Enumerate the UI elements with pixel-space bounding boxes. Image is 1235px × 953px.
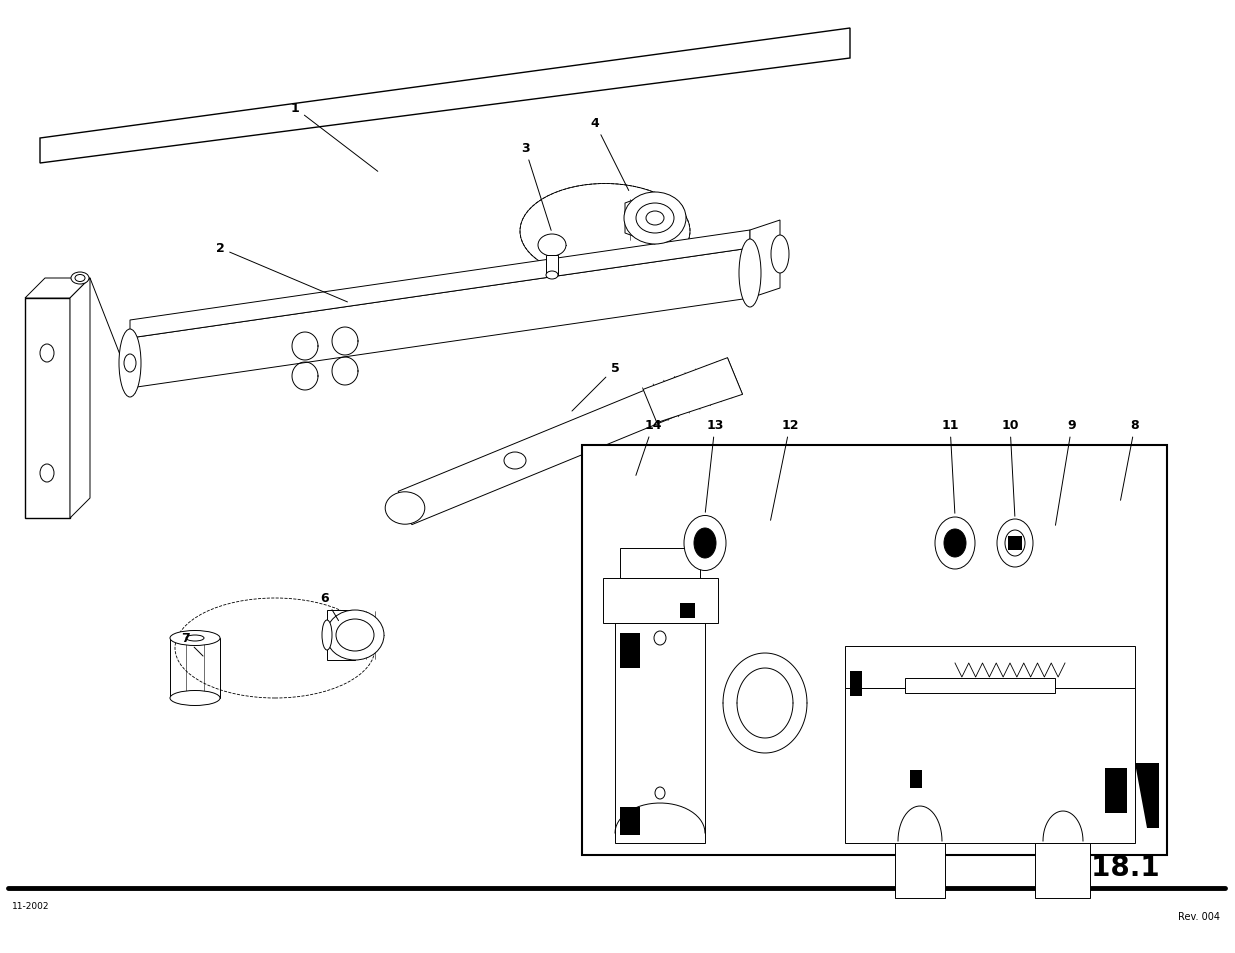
- Text: 8: 8: [1120, 419, 1140, 500]
- Ellipse shape: [739, 240, 761, 308]
- Bar: [620, 548, 700, 578]
- Text: 10: 10: [1002, 419, 1019, 517]
- Ellipse shape: [322, 620, 332, 650]
- Polygon shape: [546, 255, 558, 275]
- Ellipse shape: [997, 519, 1032, 567]
- Polygon shape: [130, 231, 750, 338]
- Ellipse shape: [70, 273, 89, 285]
- Ellipse shape: [40, 464, 54, 482]
- Text: 2: 2: [216, 242, 347, 303]
- Text: 11.18.1: 11.18.1: [1042, 853, 1160, 882]
- Bar: [910, 770, 923, 788]
- Ellipse shape: [170, 691, 220, 706]
- Text: 5: 5: [572, 362, 620, 412]
- Polygon shape: [398, 377, 692, 525]
- Ellipse shape: [336, 619, 374, 651]
- Ellipse shape: [75, 275, 85, 282]
- Ellipse shape: [186, 636, 204, 641]
- Ellipse shape: [944, 530, 966, 558]
- Text: 6: 6: [321, 592, 338, 621]
- Polygon shape: [1135, 763, 1158, 828]
- Ellipse shape: [684, 516, 726, 571]
- Bar: [1105, 768, 1128, 813]
- Text: 9: 9: [1056, 419, 1077, 526]
- Ellipse shape: [170, 631, 220, 646]
- Ellipse shape: [1005, 531, 1025, 557]
- Bar: [603, 578, 718, 623]
- Bar: [680, 603, 695, 618]
- Ellipse shape: [119, 330, 141, 397]
- Polygon shape: [625, 193, 655, 245]
- Text: 1: 1: [290, 102, 378, 172]
- Bar: [895, 843, 945, 898]
- Polygon shape: [750, 221, 781, 298]
- Text: 14: 14: [636, 419, 662, 476]
- Text: 4: 4: [590, 117, 629, 192]
- Ellipse shape: [771, 235, 789, 274]
- Bar: [620, 634, 640, 668]
- Text: 7: 7: [180, 632, 203, 657]
- Polygon shape: [327, 610, 354, 660]
- Ellipse shape: [326, 610, 384, 660]
- Bar: [845, 646, 1135, 688]
- Polygon shape: [130, 249, 750, 389]
- Ellipse shape: [636, 204, 674, 233]
- Ellipse shape: [124, 355, 136, 373]
- Ellipse shape: [40, 345, 54, 363]
- Bar: [845, 688, 1135, 843]
- Text: Rev. 004: Rev. 004: [1178, 911, 1220, 921]
- Ellipse shape: [385, 493, 425, 525]
- Bar: [615, 623, 705, 843]
- Ellipse shape: [546, 272, 558, 280]
- Bar: [1008, 537, 1023, 551]
- Bar: [905, 679, 1055, 693]
- Ellipse shape: [694, 529, 716, 558]
- Ellipse shape: [504, 453, 526, 470]
- Bar: [582, 446, 1167, 855]
- Polygon shape: [70, 278, 90, 518]
- Ellipse shape: [538, 234, 566, 256]
- Ellipse shape: [646, 212, 664, 226]
- Ellipse shape: [935, 517, 974, 569]
- Bar: [850, 671, 862, 697]
- Text: 11-2002: 11-2002: [12, 901, 49, 910]
- Polygon shape: [643, 358, 742, 423]
- Text: 13: 13: [705, 419, 724, 513]
- Ellipse shape: [655, 787, 664, 800]
- Polygon shape: [25, 278, 90, 298]
- Ellipse shape: [655, 631, 666, 645]
- Text: 11: 11: [941, 419, 958, 514]
- Polygon shape: [25, 298, 70, 518]
- Polygon shape: [40, 29, 850, 164]
- Bar: [1035, 843, 1091, 898]
- Ellipse shape: [624, 193, 685, 245]
- Text: 3: 3: [521, 142, 551, 232]
- Text: 12: 12: [771, 419, 799, 520]
- Bar: [620, 807, 640, 835]
